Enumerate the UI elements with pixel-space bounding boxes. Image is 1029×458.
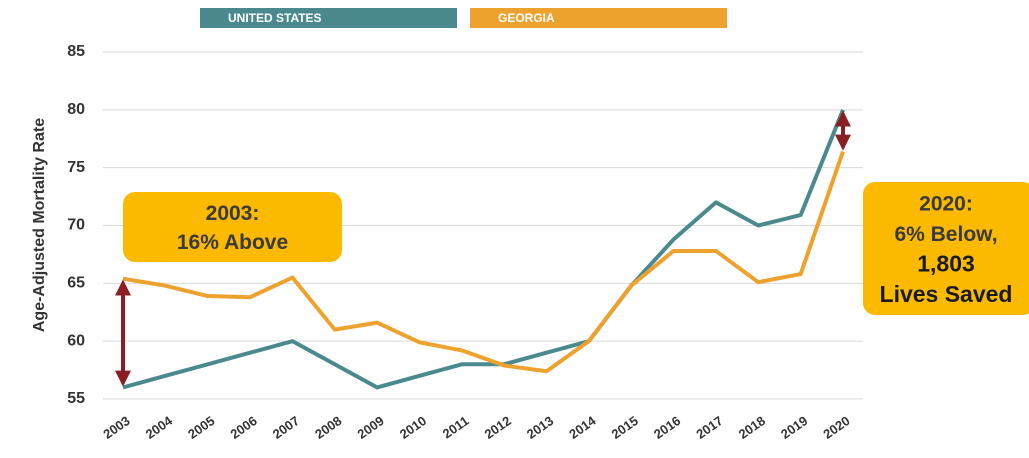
x-tick-label: 2017	[693, 413, 725, 442]
x-tick-label: 2010	[397, 413, 429, 442]
x-tick-label: 2015	[609, 413, 641, 442]
x-tick-label: 2014	[566, 413, 599, 442]
annotation-box	[863, 182, 1029, 315]
legend-label: UNITED STATES	[228, 11, 322, 25]
y-tick-label: 85	[67, 43, 85, 60]
legend-label: GEORGIA	[498, 11, 555, 25]
annotation-text: 1,803	[917, 251, 975, 277]
annotation-text: Lives Saved	[880, 281, 1013, 307]
series-line	[122, 150, 845, 374]
x-tick-label: 2012	[482, 413, 514, 442]
annotation-text: 2003:	[206, 202, 260, 225]
y-tick-label: 55	[67, 390, 85, 407]
annotation-text: 6% Below,	[894, 223, 997, 246]
x-tick-label: 2005	[185, 413, 217, 442]
y-tick-label: 75	[67, 159, 85, 176]
x-tick-label: 2006	[227, 413, 259, 442]
y-axis-label: Age-Adjusted Mortality Rate	[31, 118, 48, 332]
y-tick-label: 60	[67, 332, 85, 349]
x-tick-label: 2013	[524, 413, 556, 442]
annotation-text: 2020:	[919, 193, 973, 216]
x-tick-label: 2016	[651, 413, 683, 442]
legend-swatch	[200, 8, 457, 28]
series-line	[122, 109, 845, 390]
x-tick-label: 2008	[312, 413, 344, 442]
x-tick-label: 2004	[143, 413, 176, 442]
x-tick-label: 2019	[778, 413, 810, 442]
x-tick-label: 2011	[440, 413, 472, 441]
annotation-text: 16% Above	[177, 231, 288, 254]
x-tick-label: 2020	[820, 413, 852, 442]
legend-swatch	[470, 8, 727, 28]
y-tick-label: 80	[67, 101, 85, 118]
x-tick-label: 2018	[736, 413, 768, 442]
annotation-box	[123, 192, 342, 262]
y-tick-label: 70	[67, 217, 85, 234]
x-tick-label: 2003	[100, 413, 132, 442]
x-tick-label: 2007	[270, 413, 302, 442]
y-tick-label: 65	[67, 275, 85, 292]
x-tick-label: 2009	[355, 413, 387, 442]
